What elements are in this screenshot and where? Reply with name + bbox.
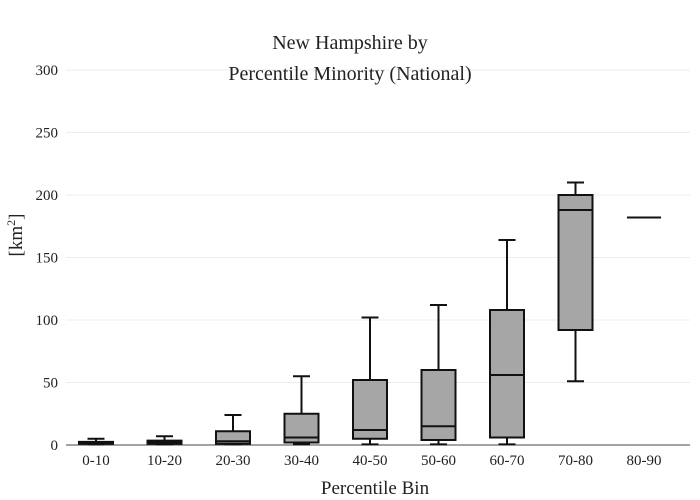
x-tick-label: 60-70 [490,453,525,469]
y-tick-label: 200 [36,188,59,204]
box-50-60 [420,304,457,446]
box-10-20 [146,435,183,446]
x-tick-label: 40-50 [353,453,388,469]
y-axis-title-superscript: 2 [4,220,18,226]
box-70-80 [557,181,594,383]
iqr-box [489,309,525,439]
x-tick-labels: 0-10 10-20 20-30 30-40 40-50 50-60 60-70 70-80 8… [82,453,661,469]
chart-title-line-2: Percentile Minority (National) [228,63,471,85]
boxes [78,181,661,446]
y-tick-label: 250 [36,126,59,142]
gridlines [66,69,690,383]
iqr-box [420,369,457,441]
y-tick-label: 100 [36,313,59,329]
y-axis-title: [km2] [4,214,27,257]
iqr-box [352,379,388,440]
iqr-box [557,194,594,331]
x-tick-label: 50-60 [421,453,456,469]
box-30-40 [283,375,320,446]
box-60-70 [489,239,525,446]
x-tick-label: 10-20 [147,453,182,469]
box-40-50 [352,316,388,446]
x-axis-title: Percentile Bin [321,478,430,499]
y-axis-title-main: [km [6,226,27,257]
x-tick-label: 70-80 [558,453,593,469]
x-tick-label: 30-40 [284,453,319,469]
y-tick-label: 50 [43,376,58,392]
y-tick-label: 300 [36,63,59,79]
box-0-10 [78,437,114,446]
y-tick-label: 150 [36,251,59,267]
x-tick-label: 80-90 [627,453,662,469]
box-20-30 [215,414,251,446]
y-tick-labels: 0 50 100 150 200 250 300 [36,63,59,454]
chart-title-line-1: New Hampshire by [272,32,428,54]
y-tick-label: 0 [51,438,59,454]
x-tick-label: 20-30 [216,453,251,469]
y-axis-title-close: ] [6,214,27,220]
x-tick-label: 0-10 [82,453,110,469]
